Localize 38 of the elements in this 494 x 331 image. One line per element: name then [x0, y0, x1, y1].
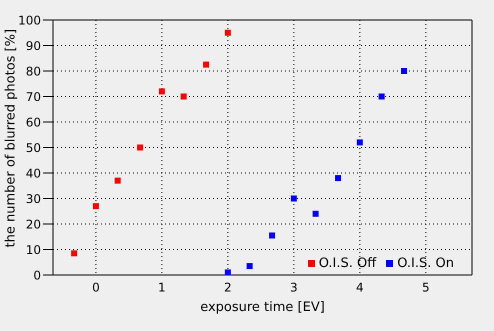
point: [71, 250, 78, 256]
point: [92, 203, 99, 210]
y-tick-label: 40: [26, 166, 41, 180]
y-tick-label: 10: [26, 242, 41, 257]
legend-label: O.I.S. Off: [318, 256, 376, 271]
y-tick-label: 100: [18, 13, 41, 28]
point: [269, 232, 276, 238]
y-tick-label: 30: [26, 192, 41, 206]
point: [224, 30, 231, 36]
legend-label: O.I.S. On: [397, 256, 454, 271]
y-tick-label: 80: [26, 64, 41, 78]
x-tick-label: 4: [356, 280, 364, 295]
point: [203, 62, 210, 68]
y-tick-label: 90: [26, 38, 41, 53]
point: [290, 196, 297, 202]
point: [312, 210, 319, 217]
y-tick-label: 20: [26, 217, 41, 232]
y-axis-title: the number of blurred photos [%]: [4, 28, 19, 248]
x-tick-label: 2: [224, 280, 232, 295]
point: [335, 175, 342, 182]
y-tick-label: 50: [26, 140, 41, 155]
point: [158, 88, 165, 94]
point: [114, 178, 121, 184]
x-tick-label: 3: [290, 280, 298, 295]
x-tick-label: 1: [158, 280, 166, 295]
y-tick-label: 70: [26, 90, 41, 104]
point: [180, 94, 187, 100]
x-axis-title: exposure time [EV]: [200, 300, 325, 315]
point: [137, 144, 144, 150]
point: [401, 68, 408, 74]
x-tick-label: 5: [422, 280, 430, 295]
point: [378, 94, 385, 100]
point: [224, 269, 231, 275]
point: [356, 139, 363, 146]
x-tick-label: 0: [92, 280, 100, 295]
y-tick-label: 60: [26, 115, 41, 130]
point: [246, 263, 253, 270]
y-tick-label: 0: [33, 268, 41, 282]
